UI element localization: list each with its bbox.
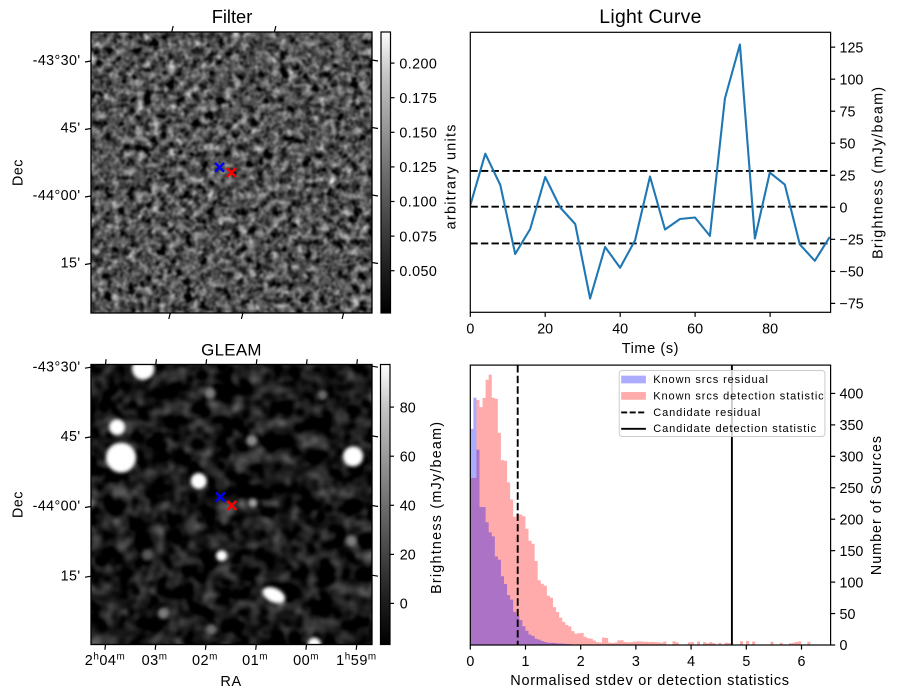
svg-text:0.175: 0.175 (399, 91, 437, 107)
svg-text:350: 350 (840, 418, 864, 434)
svg-text:Number of Sources: Number of Sources (869, 435, 885, 575)
svg-text:2h04m: 2h04m (85, 652, 125, 669)
svg-text:5: 5 (742, 654, 750, 670)
svg-text:Candidate residual: Candidate residual (653, 407, 761, 419)
svg-text:0: 0 (466, 321, 474, 337)
svg-text:0.100: 0.100 (399, 195, 437, 211)
svg-text:-43°30': -43°30' (33, 359, 81, 375)
svg-text:RA: RA (220, 674, 242, 690)
svg-text:0: 0 (466, 654, 474, 670)
svg-text:75: 75 (840, 104, 856, 120)
svg-text:Dec: Dec (11, 491, 27, 518)
svg-text:400: 400 (840, 387, 864, 403)
svg-text:Brightness (mJy/beam): Brightness (mJy/beam) (871, 86, 887, 259)
svg-text:−50: −50 (840, 265, 864, 281)
svg-text:20: 20 (537, 321, 553, 337)
svg-text:03m: 03m (142, 652, 168, 669)
svg-text:-44°00': -44°00' (33, 499, 81, 515)
svg-text:0.150: 0.150 (399, 126, 437, 142)
svg-text:60: 60 (400, 449, 416, 465)
svg-text:15': 15' (61, 568, 81, 584)
svg-text:50: 50 (840, 136, 856, 152)
svg-text:20: 20 (400, 548, 416, 564)
svg-text:150: 150 (840, 544, 864, 560)
svg-text:100: 100 (840, 72, 864, 88)
svg-text:Candidate detection statistic: Candidate detection statistic (653, 423, 817, 435)
svg-text:02m: 02m (192, 652, 218, 669)
svg-text:80: 80 (762, 321, 778, 337)
svg-text:3: 3 (632, 654, 640, 670)
svg-text:Light Curve: Light Curve (599, 6, 701, 28)
svg-text:Known srcs detection statistic: Known srcs detection statistic (653, 390, 824, 402)
svg-text:100: 100 (840, 575, 864, 591)
svg-text:Normalised stdev or detection: Normalised stdev or detection statistics (510, 673, 789, 689)
svg-text:6: 6 (798, 654, 806, 670)
svg-text:0: 0 (840, 638, 848, 654)
svg-text:25: 25 (840, 169, 856, 185)
svg-text:0.050: 0.050 (399, 264, 437, 280)
svg-text:0: 0 (400, 597, 408, 613)
svg-text:0.075: 0.075 (399, 229, 437, 245)
svg-text:125: 125 (840, 40, 864, 56)
svg-text:Time (s): Time (s) (622, 341, 679, 357)
svg-text:arbitrary units: arbitrary units (444, 123, 460, 229)
svg-text:45': 45' (61, 121, 81, 137)
svg-text:1: 1 (522, 654, 530, 670)
svg-text:2: 2 (577, 654, 585, 670)
svg-text:80: 80 (400, 400, 416, 416)
svg-text:1h59m: 1h59m (336, 652, 376, 669)
svg-text:0: 0 (840, 201, 848, 217)
svg-text:200: 200 (840, 512, 864, 528)
svg-text:−25: −25 (840, 233, 864, 249)
svg-text:40: 40 (400, 499, 416, 515)
svg-text:−75: −75 (840, 297, 864, 313)
svg-text:-43°30': -43°30' (33, 53, 81, 69)
svg-text:40: 40 (612, 321, 628, 337)
svg-text:50: 50 (840, 607, 856, 623)
svg-text:300: 300 (840, 450, 864, 466)
svg-text:Filter: Filter (212, 6, 253, 27)
svg-text:15': 15' (61, 256, 81, 272)
svg-text:0.200: 0.200 (399, 56, 437, 72)
svg-text:60: 60 (687, 321, 703, 337)
svg-text:Dec: Dec (11, 159, 27, 186)
svg-text:Brightness (mJy/beam): Brightness (mJy/beam) (429, 421, 445, 594)
svg-text:GLEAM: GLEAM (201, 340, 262, 359)
svg-text:00m: 00m (293, 652, 319, 669)
svg-text:0.125: 0.125 (399, 160, 437, 176)
svg-text:01m: 01m (242, 652, 268, 669)
svg-text:4: 4 (687, 654, 695, 670)
svg-text:250: 250 (840, 481, 864, 497)
svg-text:45': 45' (61, 429, 81, 445)
svg-text:-44°00': -44°00' (33, 188, 81, 204)
svg-text:Known srcs residual: Known srcs residual (653, 374, 769, 386)
